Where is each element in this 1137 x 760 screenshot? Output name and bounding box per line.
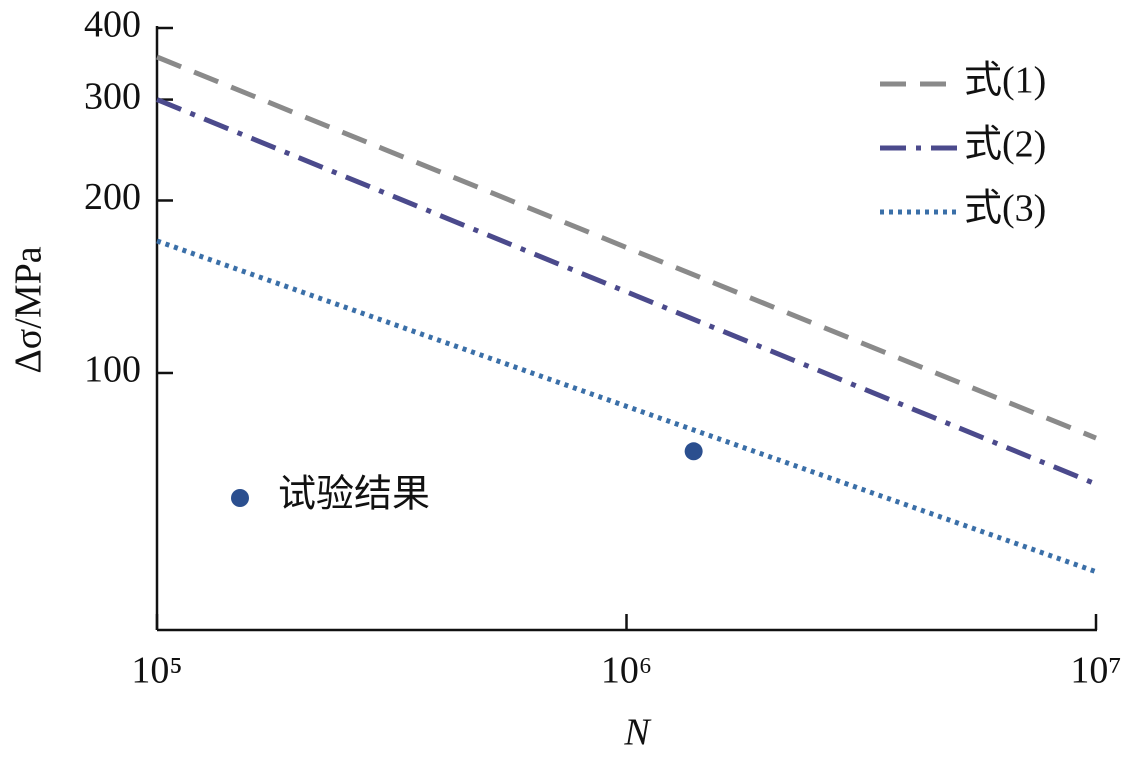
y-tick-label: 200 xyxy=(84,176,141,218)
x-axis-label: N xyxy=(623,712,652,754)
x-tick-label: 10⁵ xyxy=(131,650,182,692)
legend-label: 式(2) xyxy=(964,124,1046,166)
legend-marker xyxy=(231,489,249,507)
y-tick-label: 100 xyxy=(84,349,141,391)
x-tick-label: 10⁷ xyxy=(1070,650,1121,692)
series-line xyxy=(156,238,1097,575)
data-point xyxy=(684,442,703,461)
series-line xyxy=(156,54,1097,441)
y-tick-label: 300 xyxy=(84,75,141,117)
annotation-label: 试验结果 xyxy=(278,474,430,516)
y-axis-label: Δσ/MPa xyxy=(8,246,50,373)
y-tick-label: 400 xyxy=(84,4,141,46)
series-line xyxy=(156,97,1097,487)
x-tick-label: 10⁶ xyxy=(601,650,652,692)
legend-label: 式(1) xyxy=(964,60,1046,102)
legend-label: 式(3) xyxy=(964,188,1046,230)
